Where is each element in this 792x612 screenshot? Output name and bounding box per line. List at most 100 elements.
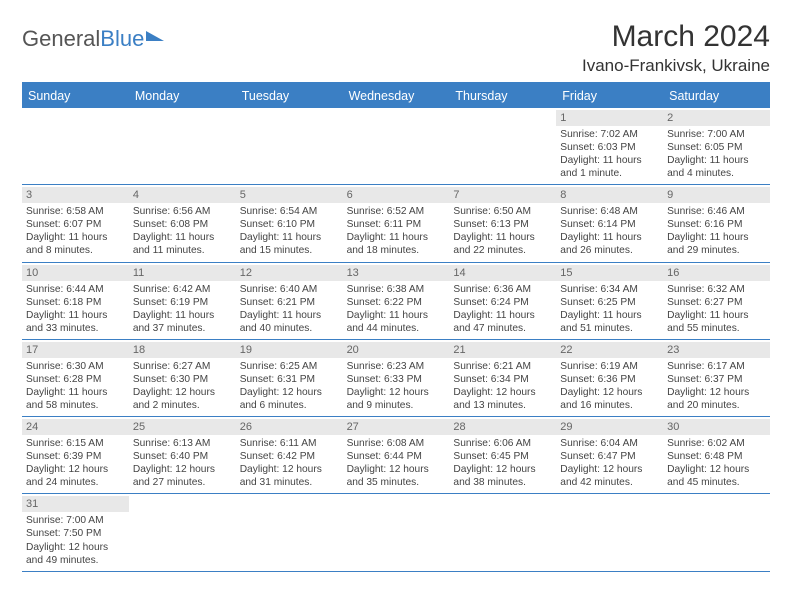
sunset-text: Sunset: 6:19 PM	[133, 296, 232, 309]
sunrise-text: Sunrise: 6:44 AM	[26, 283, 125, 296]
day-number: 21	[449, 342, 556, 358]
sunrise-text: Sunrise: 6:38 AM	[347, 283, 446, 296]
sunrise-text: Sunrise: 6:58 AM	[26, 205, 125, 218]
day-number: 30	[663, 419, 770, 435]
day-number: 16	[663, 265, 770, 281]
day-number: 12	[236, 265, 343, 281]
day-number: 20	[343, 342, 450, 358]
daylight-text: Daylight: 11 hours and 4 minutes.	[667, 154, 766, 180]
sunrise-text: Sunrise: 6:30 AM	[26, 360, 125, 373]
page-title: March 2024	[582, 20, 770, 54]
week-row: 3Sunrise: 6:58 AMSunset: 6:07 PMDaylight…	[22, 185, 770, 262]
day-header: Friday	[556, 84, 663, 108]
sunrise-text: Sunrise: 7:02 AM	[560, 128, 659, 141]
day-cell: 20Sunrise: 6:23 AMSunset: 6:33 PMDayligh…	[343, 340, 450, 416]
day-header: Wednesday	[343, 84, 450, 108]
week-row: 24Sunrise: 6:15 AMSunset: 6:39 PMDayligh…	[22, 417, 770, 494]
daylight-text: Daylight: 11 hours and 55 minutes.	[667, 309, 766, 335]
sunset-text: Sunset: 6:42 PM	[240, 450, 339, 463]
day-number: 1	[556, 110, 663, 126]
day-cell: 7Sunrise: 6:50 AMSunset: 6:13 PMDaylight…	[449, 185, 556, 261]
sunset-text: Sunset: 6:24 PM	[453, 296, 552, 309]
daylight-text: Daylight: 11 hours and 51 minutes.	[560, 309, 659, 335]
daylight-text: Daylight: 12 hours and 27 minutes.	[133, 463, 232, 489]
daylight-text: Daylight: 12 hours and 35 minutes.	[347, 463, 446, 489]
sunrise-text: Sunrise: 6:13 AM	[133, 437, 232, 450]
day-cell: 28Sunrise: 6:06 AMSunset: 6:45 PMDayligh…	[449, 417, 556, 493]
day-cell: 3Sunrise: 6:58 AMSunset: 6:07 PMDaylight…	[22, 185, 129, 261]
sunrise-text: Sunrise: 6:50 AM	[453, 205, 552, 218]
sunset-text: Sunset: 6:44 PM	[347, 450, 446, 463]
daylight-text: Daylight: 11 hours and 18 minutes.	[347, 231, 446, 257]
daylight-text: Daylight: 12 hours and 6 minutes.	[240, 386, 339, 412]
sunset-text: Sunset: 6:27 PM	[667, 296, 766, 309]
empty-cell	[663, 494, 770, 570]
sunset-text: Sunset: 6:28 PM	[26, 373, 125, 386]
day-cell: 4Sunrise: 6:56 AMSunset: 6:08 PMDaylight…	[129, 185, 236, 261]
daylight-text: Daylight: 12 hours and 16 minutes.	[560, 386, 659, 412]
daylight-text: Daylight: 12 hours and 49 minutes.	[26, 541, 125, 567]
sunset-text: Sunset: 6:08 PM	[133, 218, 232, 231]
empty-cell	[22, 108, 129, 184]
day-number: 27	[343, 419, 450, 435]
daylight-text: Daylight: 11 hours and 11 minutes.	[133, 231, 232, 257]
sunrise-text: Sunrise: 6:52 AM	[347, 205, 446, 218]
day-number: 2	[663, 110, 770, 126]
day-number: 17	[22, 342, 129, 358]
daylight-text: Daylight: 12 hours and 9 minutes.	[347, 386, 446, 412]
sunset-text: Sunset: 6:13 PM	[453, 218, 552, 231]
day-cell: 15Sunrise: 6:34 AMSunset: 6:25 PMDayligh…	[556, 263, 663, 339]
day-number: 24	[22, 419, 129, 435]
daylight-text: Daylight: 12 hours and 38 minutes.	[453, 463, 552, 489]
week-row: 17Sunrise: 6:30 AMSunset: 6:28 PMDayligh…	[22, 340, 770, 417]
day-number: 31	[22, 496, 129, 512]
daylight-text: Daylight: 12 hours and 13 minutes.	[453, 386, 552, 412]
sunset-text: Sunset: 6:11 PM	[347, 218, 446, 231]
day-cell: 19Sunrise: 6:25 AMSunset: 6:31 PMDayligh…	[236, 340, 343, 416]
sunrise-text: Sunrise: 6:17 AM	[667, 360, 766, 373]
day-header: Saturday	[663, 84, 770, 108]
location-label: Ivano-Frankivsk, Ukraine	[582, 56, 770, 76]
day-cell: 9Sunrise: 6:46 AMSunset: 6:16 PMDaylight…	[663, 185, 770, 261]
day-cell: 26Sunrise: 6:11 AMSunset: 6:42 PMDayligh…	[236, 417, 343, 493]
empty-cell	[343, 108, 450, 184]
day-number: 6	[343, 187, 450, 203]
sunrise-text: Sunrise: 6:04 AM	[560, 437, 659, 450]
day-header: Sunday	[22, 84, 129, 108]
day-cell: 14Sunrise: 6:36 AMSunset: 6:24 PMDayligh…	[449, 263, 556, 339]
daylight-text: Daylight: 11 hours and 47 minutes.	[453, 309, 552, 335]
sunrise-text: Sunrise: 6:11 AM	[240, 437, 339, 450]
daylight-text: Daylight: 11 hours and 29 minutes.	[667, 231, 766, 257]
sunset-text: Sunset: 6:18 PM	[26, 296, 125, 309]
title-block: March 2024 Ivano-Frankivsk, Ukraine	[582, 20, 770, 76]
daylight-text: Daylight: 11 hours and 44 minutes.	[347, 309, 446, 335]
empty-cell	[236, 494, 343, 570]
day-number: 11	[129, 265, 236, 281]
day-cell: 25Sunrise: 6:13 AMSunset: 6:40 PMDayligh…	[129, 417, 236, 493]
day-cell: 30Sunrise: 6:02 AMSunset: 6:48 PMDayligh…	[663, 417, 770, 493]
sunset-text: Sunset: 6:14 PM	[560, 218, 659, 231]
day-number: 3	[22, 187, 129, 203]
weeks-container: 1Sunrise: 7:02 AMSunset: 6:03 PMDaylight…	[22, 108, 770, 572]
sunrise-text: Sunrise: 7:00 AM	[667, 128, 766, 141]
daylight-text: Daylight: 12 hours and 2 minutes.	[133, 386, 232, 412]
day-number: 9	[663, 187, 770, 203]
day-number: 22	[556, 342, 663, 358]
sunrise-text: Sunrise: 6:19 AM	[560, 360, 659, 373]
daylight-text: Daylight: 11 hours and 58 minutes.	[26, 386, 125, 412]
day-number: 19	[236, 342, 343, 358]
day-number: 15	[556, 265, 663, 281]
empty-cell	[556, 494, 663, 570]
sunset-text: Sunset: 6:05 PM	[667, 141, 766, 154]
daylight-text: Daylight: 11 hours and 1 minute.	[560, 154, 659, 180]
empty-cell	[343, 494, 450, 570]
sunrise-text: Sunrise: 7:00 AM	[26, 514, 125, 527]
sunrise-text: Sunrise: 6:08 AM	[347, 437, 446, 450]
daylight-text: Daylight: 11 hours and 22 minutes.	[453, 231, 552, 257]
day-cell: 6 Sunrise: 6:52 AMSunset: 6:11 PMDaylight…	[343, 185, 450, 261]
day-cell: 1Sunrise: 7:02 AMSunset: 6:03 PMDaylight…	[556, 108, 663, 184]
day-cell: 21Sunrise: 6:21 AMSunset: 6:34 PMDayligh…	[449, 340, 556, 416]
sunset-text: Sunset: 6:48 PM	[667, 450, 766, 463]
day-cell: 23Sunrise: 6:17 AMSunset: 6:37 PMDayligh…	[663, 340, 770, 416]
daylight-text: Daylight: 12 hours and 31 minutes.	[240, 463, 339, 489]
